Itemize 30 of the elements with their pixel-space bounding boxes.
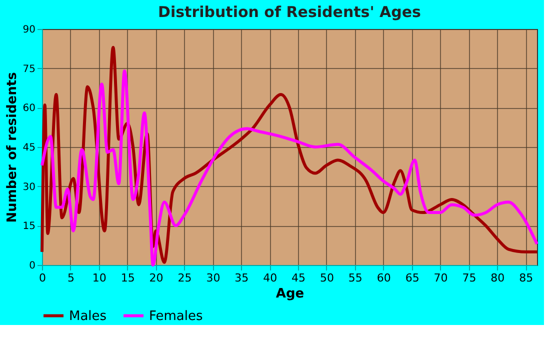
y-tick-label: 60 <box>22 103 36 114</box>
x-tick-label: 35 <box>234 272 249 284</box>
x-tick-label: 10 <box>92 272 106 284</box>
x-tick-label: 70 <box>434 272 448 284</box>
x-tick-label: 40 <box>263 272 278 284</box>
chart-title: Distribution of Residents' Ages <box>158 3 422 21</box>
x-tick-label: 25 <box>178 272 192 284</box>
y-tick-label: 15 <box>22 221 36 232</box>
y-tick-label: 0 <box>29 260 36 272</box>
x-tick-label: 15 <box>120 272 135 284</box>
x-tick-label: 45 <box>292 272 306 284</box>
x-tick-label: 60 <box>376 272 391 284</box>
y-tick-label: 90 <box>22 24 36 36</box>
y-tick-label: 75 <box>22 64 36 75</box>
legend-label: Females <box>149 308 204 324</box>
x-tick-label: 0 <box>39 272 46 284</box>
x-tick-label: 55 <box>348 272 362 284</box>
y-tick-label: 45 <box>22 142 36 154</box>
x-axis-title: Age <box>276 286 304 302</box>
y-tick-label: 30 <box>22 182 36 193</box>
x-tick-label: 65 <box>405 272 420 284</box>
x-tick-label: 5 <box>67 272 74 284</box>
x-tick-label: 30 <box>206 272 220 284</box>
x-tick-label: 75 <box>462 272 476 284</box>
x-tick-label: 50 <box>320 272 334 284</box>
x-tick-label: 85 <box>519 272 534 284</box>
x-tick-label: 80 <box>490 272 505 284</box>
y-axis-title: Number of residents <box>4 72 20 223</box>
x-tick-label: 20 <box>149 272 164 284</box>
legend-label: Males <box>69 308 107 324</box>
